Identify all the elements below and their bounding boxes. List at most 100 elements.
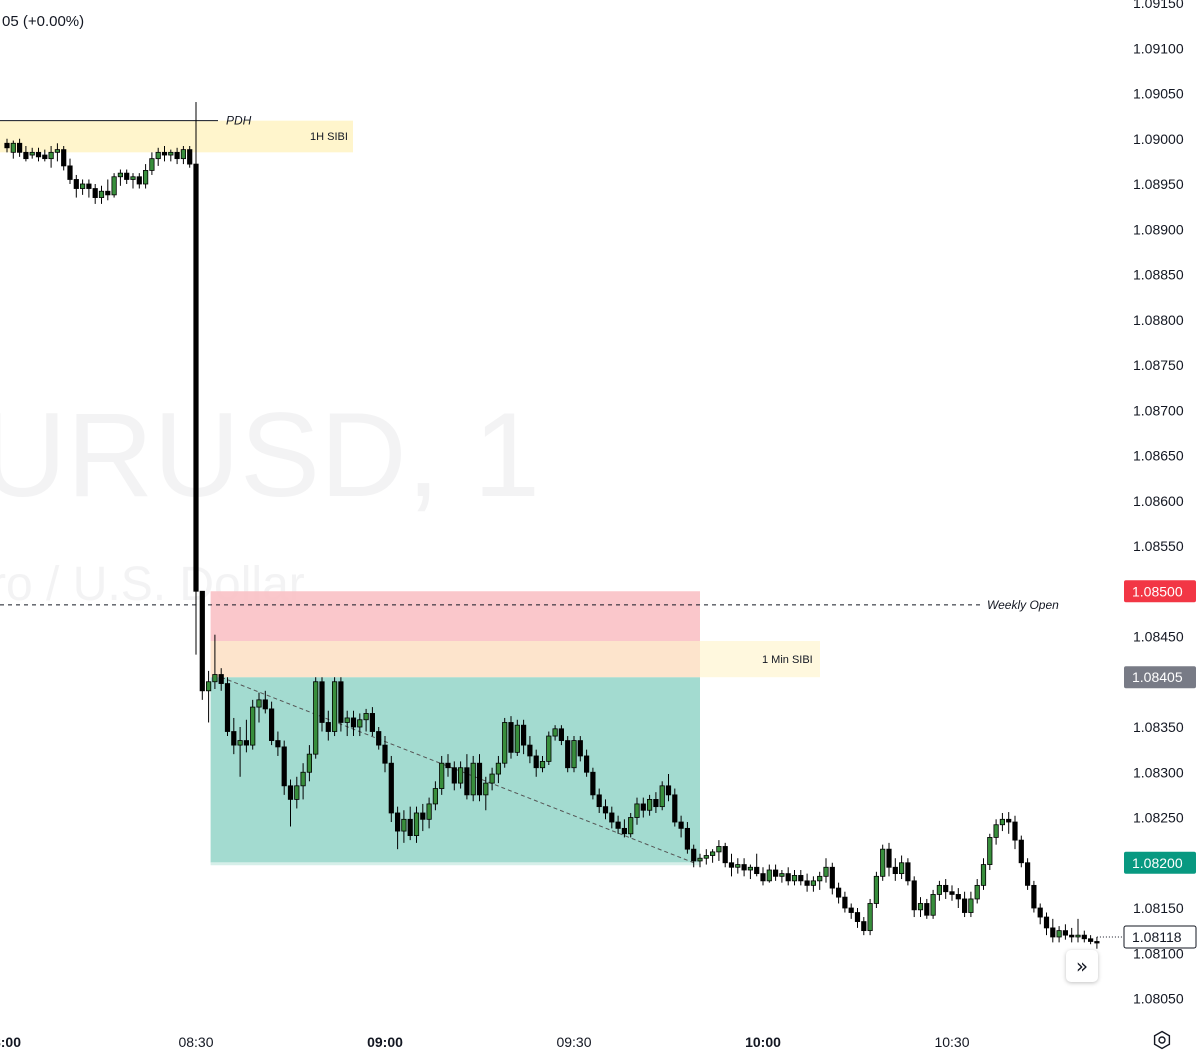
candle [565,736,571,773]
candle-body [111,176,117,196]
candle [426,797,432,829]
candle [124,169,130,184]
candle [968,891,974,918]
candle-body [917,903,924,911]
candle-body [634,803,640,818]
candle-body [130,176,136,180]
sibi-1m-label: 1 Min SIBI [762,654,813,666]
trend-line[interactable] [221,676,694,864]
sibi-1h-label: 1H SIBI [310,131,348,143]
price-tick-label: 1.08950 [1133,176,1184,192]
candle [791,869,798,886]
candle-body [231,731,237,746]
chart-settings-button[interactable] [1150,1028,1174,1052]
candle [344,710,350,737]
candle-body [319,681,325,723]
candle-body [407,818,413,836]
candle [552,725,558,741]
price-tick-label: 1.08700 [1133,402,1184,418]
candle-body [193,163,199,592]
candle-body [136,176,142,185]
pdh-label: PDH [226,114,252,128]
candle [873,871,880,908]
candle-body [779,873,785,877]
candle [357,713,363,737]
candle [287,779,294,827]
candle-body [470,762,476,796]
candle-body [275,740,281,748]
candle-body [836,887,842,898]
candle [451,761,457,791]
price-tick-label: 1.08650 [1133,448,1184,464]
candle [1088,935,1094,945]
candle-body [710,851,716,856]
candle [130,173,136,189]
candle-body [962,898,968,913]
candle-body [439,762,445,789]
candle [533,749,539,777]
candle-body [325,722,331,732]
candle-body [684,827,691,850]
candle [577,736,583,762]
candle-body [149,158,155,171]
candle [621,819,628,838]
candle [1025,858,1031,890]
candle-body [161,151,168,156]
candle [905,858,911,886]
candle-body [388,762,394,814]
candle [823,858,829,883]
candle-body [521,724,527,746]
price-tick-label: 1.08600 [1133,493,1184,509]
candle [1006,812,1012,834]
candle [155,147,161,166]
time-tick-label: 09:30 [556,1034,591,1050]
candle-body [867,903,873,932]
candle-body [1056,930,1062,938]
candle [590,767,596,800]
candle-body [92,188,98,198]
candle [1043,912,1050,936]
candle [716,840,722,861]
candle [584,749,590,777]
candle [262,690,268,714]
candle [205,670,212,723]
candle-body [300,771,306,787]
candle-body [508,722,514,753]
candle [464,754,470,800]
candle-body [924,903,930,916]
price-tick-label: 1.09000 [1133,131,1184,147]
price-tick-label: 1.08300 [1133,764,1184,780]
candle [558,725,565,746]
time-axis[interactable]: 8:00 08:30 09:00 09:30 10:00 10:30 [0,1034,970,1050]
candle [735,858,741,874]
candle-body [1094,941,1100,944]
candle [640,797,646,818]
candle-body [842,896,848,909]
scroll-to-realtime-button[interactable]: » [1066,950,1098,982]
candle [54,143,61,162]
candle-body [476,762,483,796]
candle [117,169,123,186]
candle [521,719,527,755]
candle-body [930,894,936,916]
candle [602,799,609,820]
candle [1094,936,1100,949]
time-tick-label: 09:00 [367,1034,403,1050]
candle [539,755,546,773]
candle [142,164,149,189]
candle [848,903,854,919]
candle [275,731,281,756]
candle [187,145,193,168]
candle-body [61,149,67,167]
candle [394,806,401,850]
candle [35,147,42,162]
candle-body [357,719,363,728]
price-tick-label: 1.09150 [1133,0,1184,11]
candle [168,149,174,162]
candle-body [766,869,772,882]
candle [218,668,224,691]
candle-body [117,172,123,178]
candle-body [1081,934,1087,940]
candle [647,794,653,816]
